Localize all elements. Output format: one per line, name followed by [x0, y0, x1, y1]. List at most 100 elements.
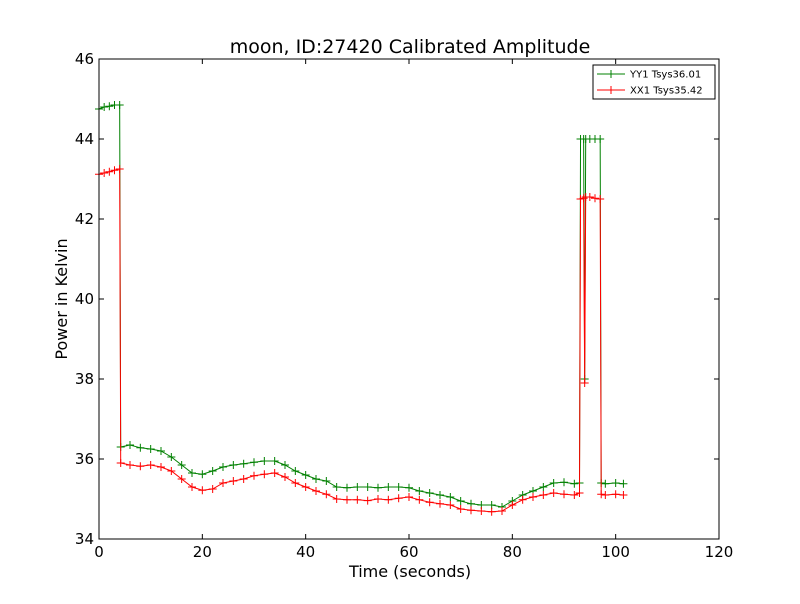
data-point [270, 469, 279, 477]
data-point [343, 483, 351, 492]
y-tick-label: 44 [75, 130, 94, 148]
data-point [281, 473, 289, 481]
x-tick-label: 100 [601, 543, 630, 561]
legend-marker [607, 86, 615, 94]
data-point [596, 135, 605, 143]
data-point [126, 461, 134, 469]
data-point [436, 491, 444, 499]
data-point [115, 101, 124, 109]
y-tick-label: 46 [75, 50, 94, 68]
data-point [281, 461, 289, 469]
data-point [312, 475, 320, 483]
data-point [487, 507, 496, 516]
data-point [167, 467, 176, 475]
legend-box [592, 64, 716, 100]
data-point [239, 475, 248, 483]
legend-label: YY1 Tsys36.01 [629, 70, 701, 81]
data-point [157, 447, 165, 455]
data-point [343, 495, 351, 504]
data-point [446, 493, 455, 501]
y-tick-label: 36 [75, 450, 94, 468]
data-point [105, 167, 114, 176]
series-1 [95, 165, 628, 516]
data-point [260, 470, 269, 479]
data-point [374, 483, 382, 492]
data-point [250, 458, 258, 467]
legend: YY1 Tsys36.01 XX1 Tsys35.42 [592, 64, 716, 100]
data-point [100, 169, 109, 177]
y-tick-label: 40 [75, 290, 94, 308]
data-point [405, 493, 413, 501]
data-point [260, 457, 269, 465]
series-line [98, 104, 624, 508]
data-point [384, 495, 393, 504]
legend-label: XX1 Tsys35.42 [630, 86, 703, 97]
data-point [415, 487, 424, 495]
x-axis: 0 20 40 60 80 100 120 [94, 59, 733, 561]
data-point [374, 495, 382, 503]
data-point [229, 461, 238, 469]
data-point [436, 499, 444, 508]
data-point [322, 490, 331, 499]
data-point [126, 441, 134, 449]
data-point [198, 470, 207, 479]
data-point [560, 478, 568, 487]
data-point [601, 491, 610, 499]
data-point [456, 497, 465, 505]
data-point [116, 459, 125, 467]
data-point [597, 490, 606, 499]
data-point [446, 501, 455, 509]
data-point [100, 103, 109, 111]
data-point [456, 505, 465, 513]
data-point [585, 193, 594, 201]
data-point [105, 102, 114, 111]
data-point [415, 495, 424, 504]
data-point [301, 483, 310, 491]
x-axis-label: Time (seconds) [348, 562, 471, 581]
data-point [529, 493, 537, 501]
data-point [611, 479, 620, 487]
data-point [570, 479, 579, 488]
chart-title: moon, ID:27420 Calibrated Amplitude [230, 36, 591, 58]
y-axis-label: Power in Kelvin [52, 238, 71, 359]
data-point [425, 489, 434, 497]
data-point [146, 445, 155, 453]
data-point [177, 461, 186, 469]
data-point [363, 496, 372, 505]
data-point [596, 195, 605, 203]
data-point [250, 471, 258, 480]
y-tick-label: 38 [75, 370, 94, 388]
x-tick-label: 20 [193, 543, 212, 561]
data-point [467, 506, 475, 515]
data-point [322, 477, 331, 485]
data-point [332, 483, 341, 491]
data-point [518, 495, 527, 504]
data-point [405, 483, 413, 492]
data-point [425, 498, 434, 507]
data-point [384, 483, 393, 491]
data-point [353, 483, 362, 491]
data-point [291, 467, 300, 475]
data-point [579, 194, 588, 203]
data-point [549, 489, 558, 497]
data-point [591, 194, 599, 203]
data-point [167, 453, 176, 461]
series-layer [95, 101, 628, 516]
data-point [508, 501, 517, 509]
data-point [136, 462, 145, 471]
x-tick-label: 0 [94, 543, 104, 561]
data-point [611, 490, 620, 499]
data-point [312, 487, 320, 495]
data-point [188, 483, 196, 491]
data-point [229, 477, 238, 485]
data-point [549, 479, 558, 487]
data-point [575, 489, 584, 497]
y-tick-label: 34 [75, 530, 94, 548]
data-point [115, 165, 124, 173]
data-point [394, 483, 403, 491]
data-point [580, 379, 589, 387]
data-point [539, 491, 548, 499]
series-line [98, 168, 624, 513]
